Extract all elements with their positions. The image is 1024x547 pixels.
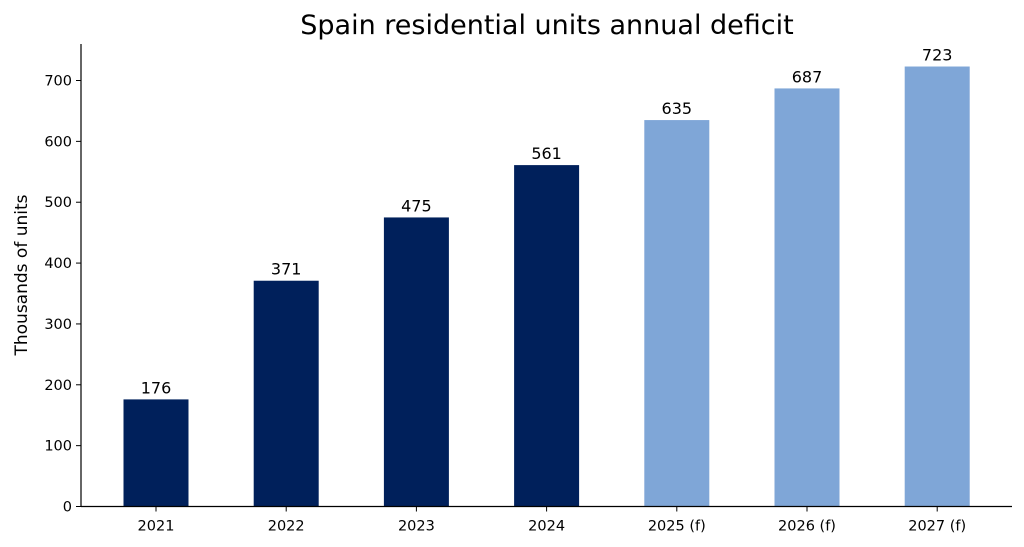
y-tick-label: 100 (44, 439, 72, 455)
y-axis-label: Thousands of units (12, 194, 32, 356)
bar-2027-f (904, 66, 970, 507)
data-label: 635 (662, 99, 693, 118)
bar-2024 (514, 165, 580, 507)
bar-2026-f (774, 88, 840, 507)
data-label: 176 (141, 378, 172, 397)
x-tick-label: 2027 (f) (908, 519, 966, 535)
data-label: 723 (922, 46, 953, 65)
y-tick-label: 400 (44, 256, 72, 272)
data-label: 687 (792, 67, 823, 86)
y-tick-label: 300 (44, 317, 72, 333)
x-tick-label: 2021 (138, 519, 175, 535)
y-tick-label: 200 (44, 378, 72, 394)
bar-2021 (123, 399, 189, 507)
chart-title: Spain residential units annual deficit (300, 10, 793, 41)
data-label: 475 (401, 196, 432, 215)
bar-2023 (383, 217, 449, 507)
y-tick-label: 600 (44, 134, 72, 150)
y-tick-label: 700 (44, 74, 72, 90)
y-tick-label: 500 (44, 195, 72, 211)
bar-2022 (253, 280, 319, 507)
x-tick-label: 2024 (528, 519, 565, 535)
data-label: 561 (531, 144, 562, 163)
x-tick-label: 2022 (268, 519, 305, 535)
y-tick-label: 0 (63, 500, 72, 516)
x-tick-label: 2026 (f) (778, 519, 836, 535)
data-label: 371 (271, 260, 302, 279)
x-tick-label: 2025 (f) (648, 519, 706, 535)
bar-2025-f (644, 120, 710, 507)
x-tick-label: 2023 (398, 519, 435, 535)
